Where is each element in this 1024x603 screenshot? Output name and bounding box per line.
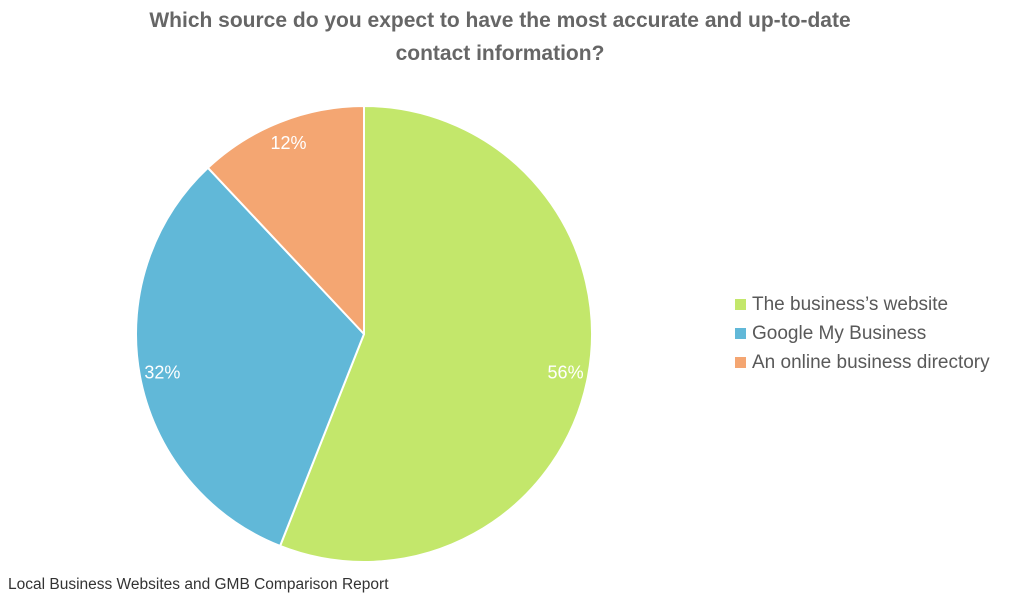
legend-swatch-google-my-business	[735, 328, 746, 339]
legend-item-business-website: The business’s website	[735, 290, 990, 319]
pie-slice-business-website	[279, 105, 593, 563]
pie-slice-online-directory	[206, 105, 365, 335]
pie-slice-google-my-business	[135, 166, 365, 547]
chart-title-line-1: Which source do you expect to have the m…	[149, 9, 851, 32]
legend-label-business-website: The business’s website	[752, 293, 949, 315]
source-note: Local Business Websites and GMB Comparis…	[8, 576, 389, 593]
chart-title-line-2: contact information?	[395, 42, 605, 65]
legend-label-google-my-business: Google My Business	[752, 322, 927, 344]
legend-swatch-online-directory	[735, 357, 746, 368]
data-label-online-directory: 12%	[270, 133, 306, 153]
data-label-google-my-business: 32%	[144, 362, 180, 382]
chart-legend: The business’s website Google My Busines…	[735, 290, 990, 377]
legend-label-online-directory: An online business directory	[752, 351, 990, 373]
data-label-business-website: 56%	[548, 362, 584, 382]
legend-swatch-business-website	[735, 299, 746, 310]
legend-item-online-directory: An online business directory	[735, 348, 990, 377]
legend-item-google-my-business: Google My Business	[735, 319, 990, 348]
chart-title: Which source do you expect to have the m…	[100, 4, 900, 70]
